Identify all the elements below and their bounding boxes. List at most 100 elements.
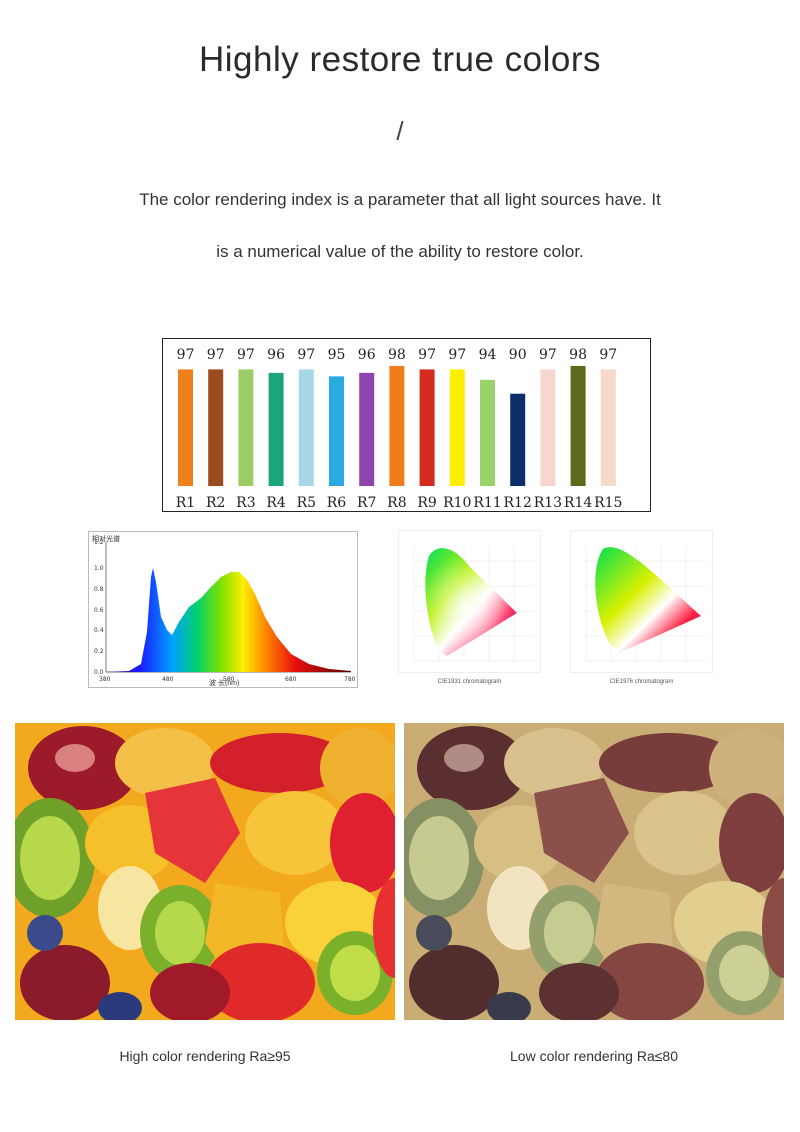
cri-category-label: R15 xyxy=(594,495,622,511)
cie1931-caption: CIE1931 chromatogram xyxy=(437,679,502,685)
cri-category-label: R6 xyxy=(327,495,347,511)
y-tick: 1.2 xyxy=(94,539,104,546)
cri-value-label: 96 xyxy=(358,347,376,363)
cri-value-label: 98 xyxy=(569,347,587,363)
cie1976-plot xyxy=(585,546,706,662)
cri-category-label: R5 xyxy=(297,495,316,511)
cri-value-label: 97 xyxy=(599,347,617,363)
fruit-shape xyxy=(504,728,604,798)
cri-value-label: 98 xyxy=(388,347,406,363)
cri-bar-r10 xyxy=(449,369,465,486)
low-cri-caption: Low color rendering Ra≤80 xyxy=(510,1048,678,1064)
fruit-shape xyxy=(27,915,63,951)
cri-category-label: R4 xyxy=(266,495,286,511)
fruit-shape xyxy=(719,793,784,893)
cri-category-label: R10 xyxy=(443,495,471,511)
fruit-shape xyxy=(762,878,784,978)
cri-value-label: 94 xyxy=(479,347,497,363)
fruit-shape xyxy=(155,901,205,965)
cri-category-label: R11 xyxy=(473,495,501,511)
cri-bar-r6 xyxy=(329,376,344,486)
cri-category-label: R14 xyxy=(564,495,592,511)
y-tick: 0.4 xyxy=(94,627,104,634)
cri-value-label: 97 xyxy=(418,347,436,363)
spectrum-title: 相对光谱 xyxy=(92,536,120,543)
cri-bar-r2 xyxy=(208,369,224,486)
fruit-shape xyxy=(55,744,95,772)
cri-value-label: 97 xyxy=(237,347,255,363)
cri-value-label: 97 xyxy=(177,347,195,363)
y-tick: 0.2 xyxy=(94,648,104,655)
fruit-shape xyxy=(145,778,240,883)
fruit-shape xyxy=(20,816,80,900)
cie1976-caption: CIE1976 chromatogram xyxy=(609,679,674,685)
cie1976-chart xyxy=(570,530,713,673)
fruit-shape xyxy=(245,791,345,875)
x-tick: 780 xyxy=(344,676,356,683)
cri-bar-r4 xyxy=(268,372,284,486)
description-line-1: The color rendering index is a parameter… xyxy=(139,190,661,209)
cri-value-label: 97 xyxy=(539,347,557,363)
fruit-shape xyxy=(594,943,704,1020)
cri-bar-r9 xyxy=(419,369,435,486)
y-tick: 0.8 xyxy=(94,586,104,593)
cri-value-label: 90 xyxy=(509,347,527,363)
cri-chart-svg: 97 R1 97 R2 97 R3 96 R4 97 R5 95 R6 96 R7 98 R8 97 R9 97 R1… xyxy=(176,347,623,511)
cri-category-label: R1 xyxy=(176,495,195,511)
cri-bar-r8 xyxy=(389,365,405,486)
cri-category-label: R9 xyxy=(417,495,436,511)
cri-value-label: 97 xyxy=(207,347,225,363)
fruit-shape xyxy=(320,728,395,808)
y-tick: 0.6 xyxy=(94,607,104,614)
cri-bar-chart: 97 R1 97 R2 97 R3 96 R4 97 R5 95 R6 96 R7 98 R8 97 R9 97 R1… xyxy=(162,338,651,512)
title-divider: / xyxy=(396,116,404,146)
cri-value-label: 97 xyxy=(297,347,315,363)
fruit-shape xyxy=(409,945,499,1020)
x-tick: 680 xyxy=(285,676,297,683)
high-cri-caption: High color rendering Ra≥95 xyxy=(119,1048,291,1064)
fruit-shape xyxy=(409,816,469,900)
x-tick: 380 xyxy=(99,676,111,683)
cri-bar-r7 xyxy=(359,372,375,486)
fruit-shape xyxy=(205,943,315,1020)
cri-bar-r12 xyxy=(510,393,526,486)
fruit-shape xyxy=(98,992,142,1020)
cri-value-label: 97 xyxy=(448,347,466,363)
cie1931-chart xyxy=(398,530,541,673)
fruit-image xyxy=(15,723,395,1020)
y-tick: 0.0 xyxy=(94,669,104,676)
cri-value-label: 96 xyxy=(267,347,285,363)
fruit-shape xyxy=(115,728,215,798)
y-tick: 1.0 xyxy=(94,565,104,572)
fruit-shape xyxy=(150,963,230,1020)
fruit-shape xyxy=(373,878,395,978)
cri-category-label: R2 xyxy=(206,495,225,511)
cri-bar-r15 xyxy=(600,369,616,486)
x-tick: 580 xyxy=(223,676,235,683)
fruit-shape xyxy=(20,945,110,1020)
fruit-shape xyxy=(719,945,769,1001)
fruit-shape xyxy=(534,778,629,883)
fruit-image xyxy=(404,723,784,1020)
fruit-shape xyxy=(539,963,619,1020)
cri-category-label: R3 xyxy=(236,495,255,511)
cri-value-label: 95 xyxy=(328,347,346,363)
fruit-shape xyxy=(487,992,531,1020)
x-tick: 480 xyxy=(162,676,174,683)
description-line-2: is a numerical value of the ability to r… xyxy=(216,242,584,261)
cri-bar-r13 xyxy=(540,369,556,486)
cri-bar-r3 xyxy=(238,369,254,486)
fruit-shape xyxy=(330,945,380,1001)
fruit-shape xyxy=(416,915,452,951)
spectrum-curve xyxy=(106,568,351,672)
spectrum-x-label: 波 长(nm) xyxy=(209,680,240,687)
fruit-shape xyxy=(330,793,395,893)
low-cri-fruit-photo xyxy=(404,723,784,1020)
cri-bar-r1 xyxy=(178,369,193,486)
cri-category-label: R13 xyxy=(534,495,562,511)
page-title: Highly restore true colors xyxy=(198,40,602,79)
fruit-shape xyxy=(709,728,784,808)
fruit-shape xyxy=(210,733,350,793)
cri-category-label: R7 xyxy=(357,495,376,511)
fruit-shape xyxy=(444,744,484,772)
